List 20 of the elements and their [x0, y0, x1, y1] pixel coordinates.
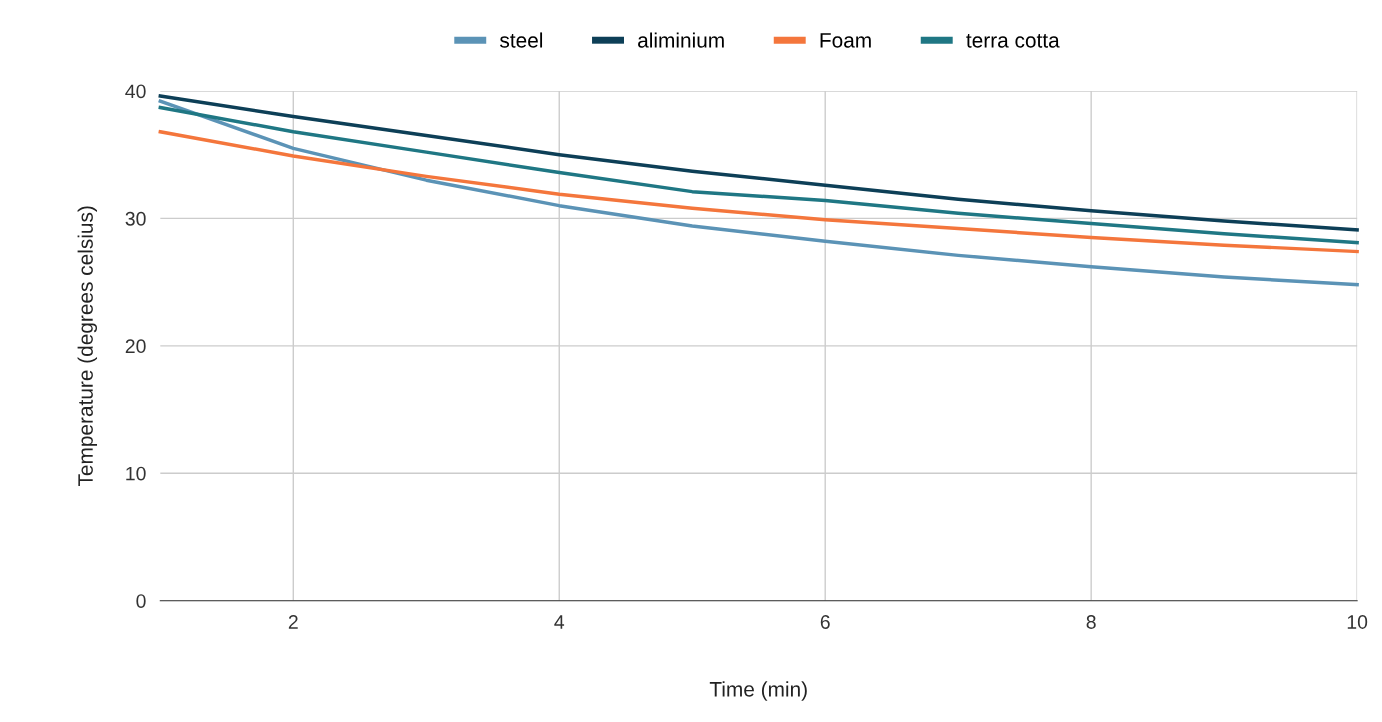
y-tick-label: 0 [136, 594, 146, 608]
y-tick-label: 30 [125, 211, 146, 226]
line-series [158, 105, 1359, 245]
line-series [158, 130, 1359, 254]
y-tick-label: 10 [126, 466, 146, 481]
x-tick-label: 2 [288, 615, 298, 629]
y-tick-label: 20 [125, 339, 146, 354]
y-tick-label: 40 [125, 84, 146, 99]
x-tick-label: 10 [1347, 615, 1368, 629]
legend-label: terra cotta [966, 34, 1060, 48]
line-series [158, 94, 1359, 232]
legend-label: Foam [820, 33, 871, 48]
line-series [158, 99, 1359, 287]
y-axis-title: Temperature (degrees celsius) [77, 206, 98, 487]
x-axis-title: Time (min) [709, 681, 807, 701]
legend-label: aliminium [638, 32, 724, 48]
legend-label: steel [500, 32, 543, 48]
x-tick-label: 8 [1086, 615, 1096, 629]
x-tick-label: 6 [820, 615, 830, 629]
x-tick-label: 4 [554, 615, 565, 629]
